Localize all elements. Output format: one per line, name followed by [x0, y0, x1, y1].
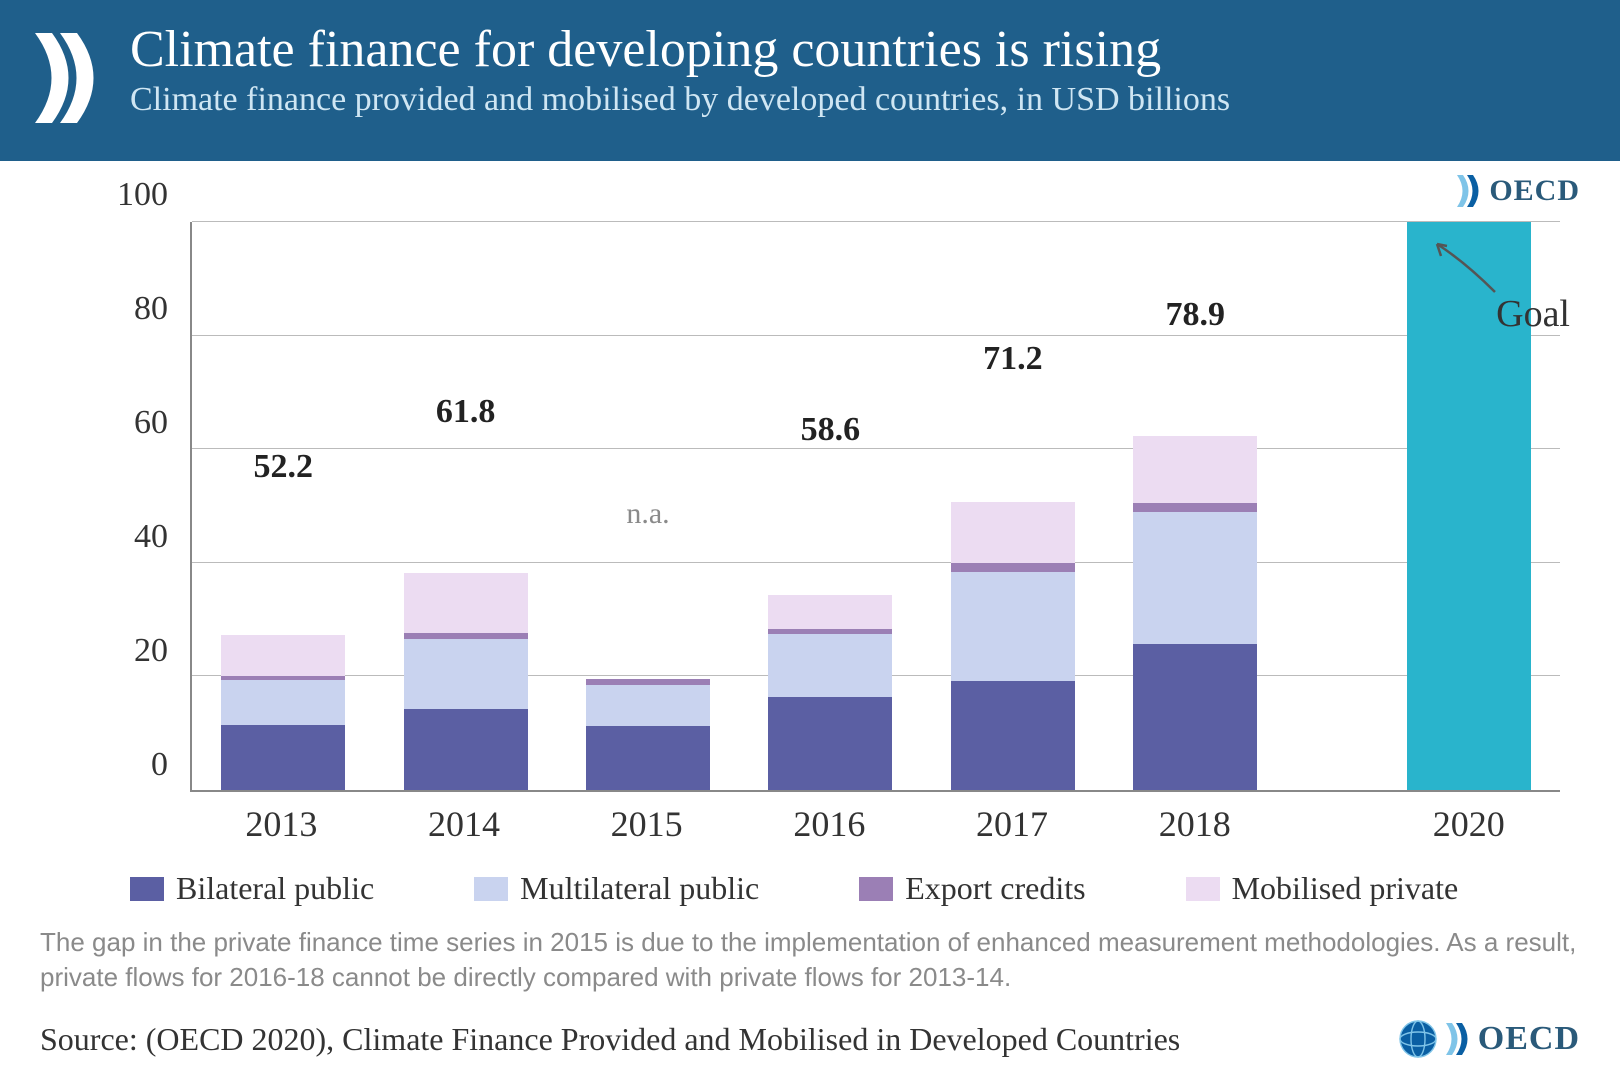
bar-total-label: 58.6 [801, 411, 861, 449]
plot-area: 52.261.8n.a.58.671.278.9 Goal [190, 222, 1560, 792]
oecd-logo-top: OECD [1455, 173, 1580, 209]
bar-total-label: 61.8 [436, 393, 496, 431]
oecd-chevron-small-icon [1444, 1021, 1472, 1057]
legend-label: Export credits [905, 870, 1085, 907]
bar-segment [1133, 503, 1257, 512]
x-label [1286, 797, 1377, 852]
bar-total-label: 52.2 [253, 448, 313, 486]
bar-segment [221, 725, 345, 790]
bar-total-label: 71.2 [983, 340, 1043, 378]
legend-swatch [1186, 877, 1220, 901]
bar-segment [404, 709, 528, 790]
bar-segment [951, 681, 1075, 790]
legend-swatch [130, 877, 164, 901]
bar-slot: 78.9 [1104, 222, 1286, 790]
oecd-logo-text: OECD [1478, 1020, 1580, 1058]
bar-slot: 58.6 [739, 222, 921, 790]
bar-segment [1133, 512, 1257, 644]
bar-segment [404, 639, 528, 709]
goal-arrow-icon [1425, 232, 1505, 302]
x-label: 2013 [190, 797, 373, 852]
bar-slot: 52.2 [192, 222, 374, 790]
bar-segment [404, 573, 528, 633]
bar-slot: 71.2 [922, 222, 1104, 790]
bar [768, 457, 892, 790]
bars-container: 52.2 61.8 n.a. 58.6 71.2 78.9 [192, 222, 1560, 790]
legend-swatch [474, 877, 508, 901]
goal-label: Goal [1496, 292, 1570, 336]
bar-segment [768, 595, 892, 629]
y-tick: 40 [134, 518, 168, 556]
legend-swatch [859, 877, 893, 901]
bar-segment [221, 635, 345, 675]
x-label: 2016 [738, 797, 921, 852]
legend-item: Mobilised private [1186, 870, 1459, 907]
source-text: Source: (OECD 2020), Climate Finance Pro… [40, 1021, 1180, 1058]
x-label: 2014 [373, 797, 556, 852]
x-label: 2020 [1377, 797, 1560, 852]
bar-segment [586, 685, 710, 726]
y-tick: 60 [134, 404, 168, 442]
x-label: 2018 [1103, 797, 1286, 852]
legend-item: Multilateral public [474, 870, 759, 907]
legend-item: Bilateral public [130, 870, 374, 907]
bar-total-label: 78.9 [1165, 296, 1225, 334]
bar-segment [951, 563, 1075, 572]
y-tick: 20 [134, 632, 168, 670]
legend-label: Mobilised private [1232, 870, 1459, 907]
source-row: Source: (OECD 2020), Climate Finance Pro… [40, 1019, 1580, 1059]
legend-label: Multilateral public [520, 870, 759, 907]
bar [586, 539, 710, 790]
bar [1133, 342, 1257, 790]
header-banner: Climate finance for developing countries… [0, 0, 1620, 161]
bar-slot: n.a. [557, 222, 739, 790]
x-label: 2017 [921, 797, 1104, 852]
footnote: The gap in the private finance time seri… [40, 925, 1580, 995]
legend-label: Bilateral public [176, 870, 374, 907]
x-axis-labels: 201320142015201620172018 2020 [190, 797, 1560, 852]
oecd-chevron-icon [30, 20, 100, 133]
oecd-chevron-small-icon [1455, 173, 1483, 209]
bar-slot: 61.8 [374, 222, 556, 790]
legend-item: Export credits [859, 870, 1085, 907]
page-subtitle: Climate finance provided and mobilised b… [130, 81, 1580, 119]
bar-segment [768, 634, 892, 697]
y-axis: 0 20 40 60 80 100 [100, 222, 180, 792]
bar-slot [1286, 222, 1377, 790]
chart-area: 0 20 40 60 80 100 52.2 61.8 n.a. 58.6 71.2 78… [100, 222, 1560, 852]
header-text: Climate finance for developing countries… [130, 20, 1580, 119]
bar-total-label: n.a. [626, 497, 669, 531]
bar [951, 386, 1075, 790]
bar [221, 494, 345, 790]
oecd-logo-text: OECD [1489, 174, 1580, 208]
bar-segment [1133, 644, 1257, 790]
bar-segment [951, 572, 1075, 681]
legend: Bilateral public Multilateral public Expor… [130, 870, 1620, 907]
bar [404, 439, 528, 790]
oecd-globe-icon [1398, 1019, 1438, 1059]
bar-segment [221, 680, 345, 724]
bar-segment [768, 697, 892, 790]
y-tick: 80 [134, 290, 168, 328]
y-tick: 100 [117, 176, 168, 214]
oecd-logo-bottom: OECD [1398, 1019, 1580, 1059]
y-tick: 0 [151, 746, 168, 784]
bar-segment [586, 726, 710, 790]
x-label: 2015 [555, 797, 738, 852]
bar-segment [951, 502, 1075, 563]
top-logo-strip: OECD [0, 161, 1620, 217]
bar-segment [1133, 436, 1257, 503]
page-title: Climate finance for developing countries… [130, 20, 1580, 79]
